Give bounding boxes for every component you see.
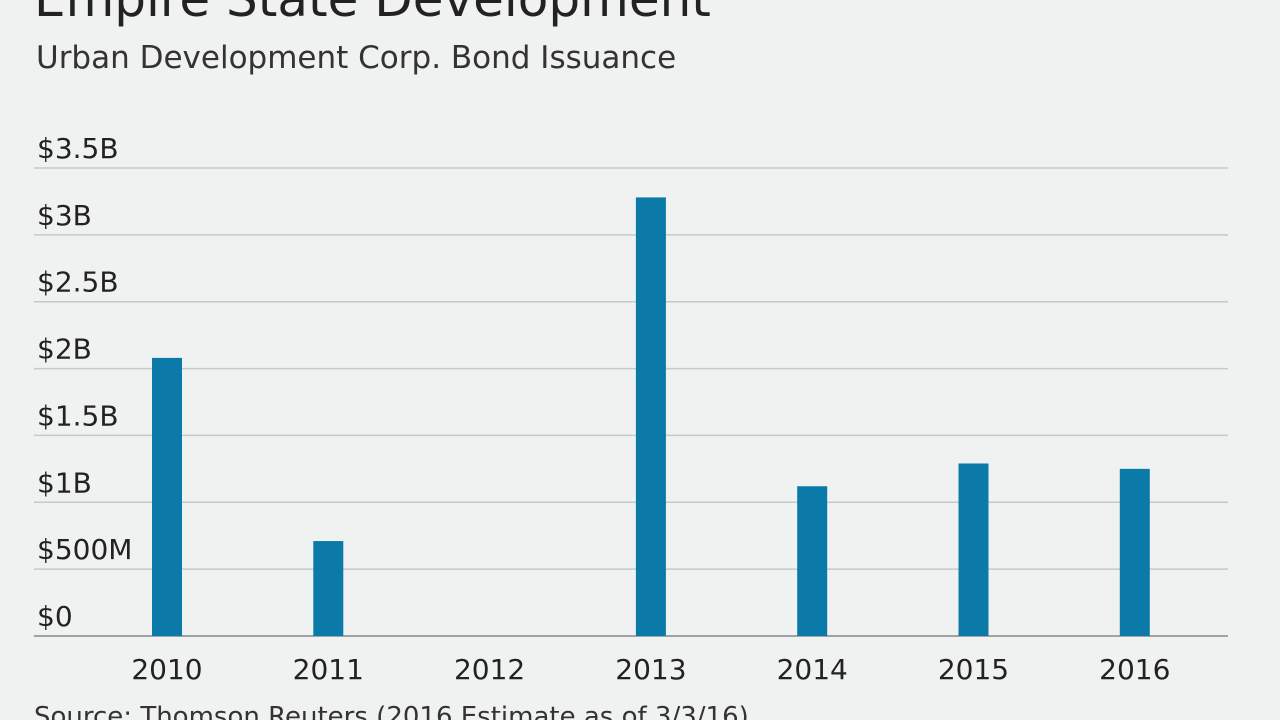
y-tick-label: $2B [37,333,92,366]
y-tick-label: $2.5B [37,266,119,299]
bar-2015 [958,463,989,636]
source-note: Source: Thomson Reuters (2016 Estimate a… [34,702,749,720]
bar-2016 [1119,468,1150,636]
y-tick-label: $0 [37,600,73,633]
bar-2010 [152,357,182,636]
y-tick-label: $500M [37,533,132,566]
bar-2014 [797,486,828,636]
x-tick-label: 2011 [293,653,364,686]
bar-2011 [313,541,344,636]
y-tick-label: $1B [37,466,92,499]
y-tick-label: $3B [37,199,92,232]
chart-title: Empire State Development [34,0,711,28]
x-tick-label: 2012 [454,653,525,686]
y-tick-label: $1.5B [37,399,119,432]
x-tick-label: 2014 [777,653,848,686]
bar-2013 [635,197,666,636]
x-tick-label: 2013 [615,653,686,686]
y-tick-label: $3.5B [37,132,119,165]
x-tick-label: 2010 [131,653,202,686]
chart-subtitle: Urban Development Corp. Bond Issuance [36,40,677,76]
x-tick-label: 2015 [938,653,1009,686]
x-tick-label: 2016 [1099,653,1170,686]
